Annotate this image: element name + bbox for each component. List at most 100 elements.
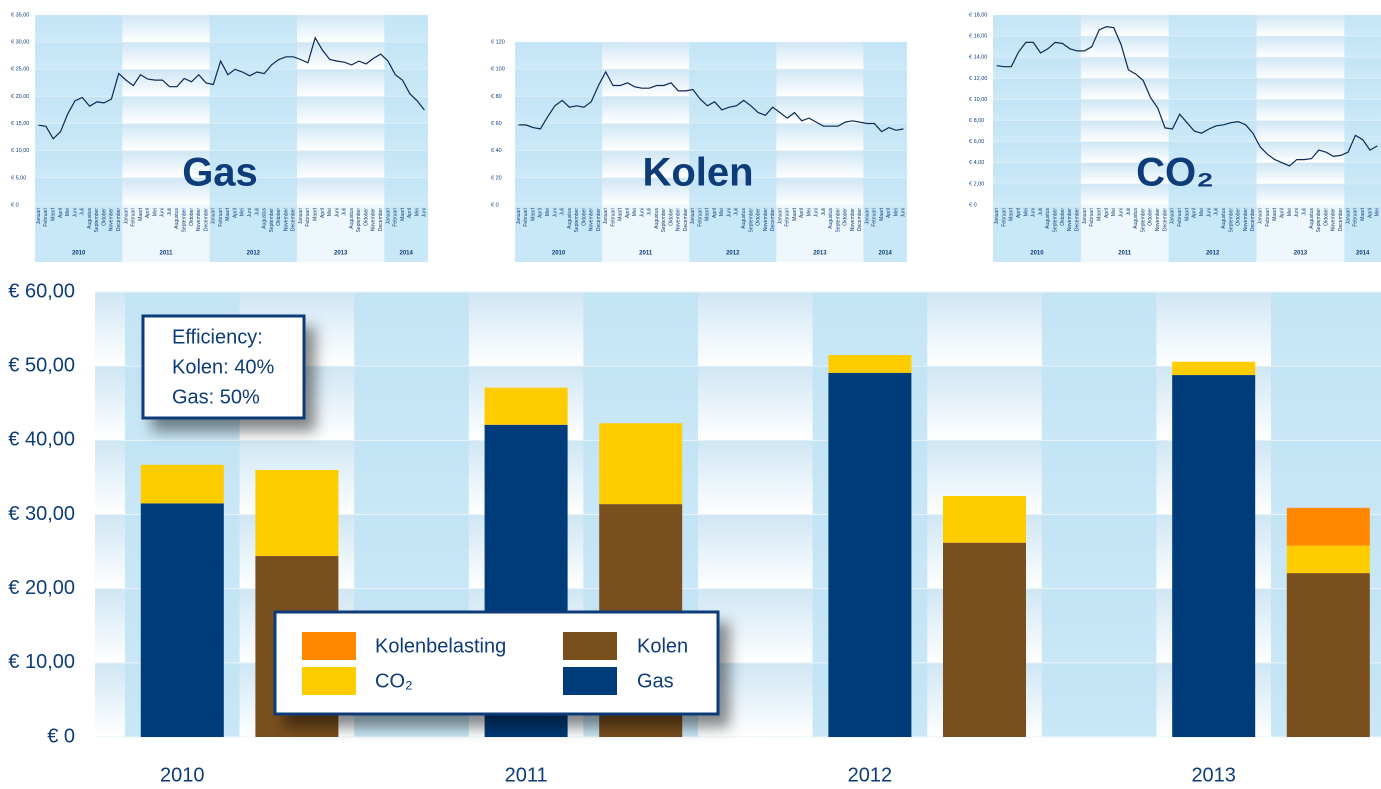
chart-title: CO₂: [1136, 151, 1214, 195]
x-tick-label: Mei: [1023, 208, 1029, 216]
x-tick-label: April: [58, 208, 64, 218]
x-tick-label: December: [291, 208, 297, 231]
legend-label: Kolen: [637, 635, 688, 657]
y-tick-label: € 60: [491, 121, 502, 127]
x-tick-label: Mei: [327, 208, 333, 216]
x-tick-label: November: [371, 208, 377, 231]
year-label: 2013: [1294, 251, 1308, 257]
year-band: [35, 15, 123, 262]
bar-segment: [1286, 507, 1370, 546]
y-tick-label: € 0: [969, 202, 977, 208]
stripe: [95, 366, 1381, 441]
x-tick-label: Augustus: [1309, 208, 1315, 229]
y-tick-label: € 12,00: [969, 76, 987, 82]
y-tick-label: € 14,00: [969, 55, 987, 61]
x-tick-label: September: [574, 208, 580, 233]
x-tick-label: November: [196, 208, 202, 231]
x-tick-label: Oktober: [581, 208, 587, 226]
x-tick-label: Februari: [393, 208, 399, 227]
x-tick-label: Augustus: [654, 208, 660, 229]
x-tick-label: Mei: [545, 208, 551, 216]
x-tick-label: Juli: [342, 208, 348, 216]
y-tick-label: € 10,00: [969, 97, 987, 103]
y-tick-label: € 5,00: [11, 175, 26, 181]
y-tick-label: € 20: [491, 175, 502, 181]
x-tick-label: Februari: [1353, 208, 1359, 227]
y-tick-label: € 4,00: [969, 160, 984, 166]
x-tick-label: Juli: [1038, 208, 1044, 216]
legend-swatch: [302, 632, 356, 660]
y-tick-label: € 25,00: [11, 67, 29, 73]
x-tick-label: Februari: [131, 208, 137, 227]
y-tick-label: € 20,00: [8, 577, 75, 599]
x-tick-label: Januari: [864, 208, 870, 224]
x-tick-label: Juni: [422, 208, 428, 217]
x-tick-label: Augustus: [567, 208, 573, 229]
x-tick-label: September: [748, 208, 754, 233]
x-tick-label: Maart: [618, 207, 624, 220]
x-tick-label: Februari: [610, 208, 616, 227]
x-tick-label: November: [283, 208, 289, 231]
x-tick-label: Februari: [1177, 208, 1183, 227]
x-tick-label: Juli: [167, 208, 173, 216]
chart-title: Kolen: [642, 151, 753, 195]
x-tick-label: Maart: [530, 207, 536, 220]
legend-label: Kolenbelasting: [375, 635, 506, 657]
x-tick-label: Januari: [777, 208, 783, 224]
x-tick-label: Februari: [1089, 208, 1095, 227]
y-tick-label: € 10,00: [8, 651, 75, 673]
bar-segment: [484, 387, 568, 425]
x-tick-label: Juli: [647, 208, 653, 216]
x-tick-label: 2013: [1191, 764, 1236, 786]
year-label: 2011: [1118, 251, 1132, 257]
annotation-line: Kolen: 40%: [172, 356, 275, 378]
year-label: 2011: [639, 251, 653, 257]
x-tick-label: September: [269, 208, 275, 233]
x-tick-label: December: [203, 208, 209, 231]
x-tick-label: September: [1228, 208, 1234, 233]
x-tick-label: Oktober: [668, 208, 674, 226]
x-tick-label: Januari: [36, 208, 42, 224]
year-label: 2012: [1206, 251, 1220, 257]
year-band: [1344, 15, 1381, 262]
x-tick-label: September: [1140, 208, 1146, 233]
year-band: [515, 42, 603, 262]
x-tick-label: Mei: [1287, 208, 1293, 216]
x-tick-label: Oktober: [1236, 208, 1242, 226]
year-band: [863, 42, 907, 262]
x-tick-label: April: [799, 208, 805, 218]
annotation-line: Efficiency:: [172, 326, 263, 348]
bar-segment: [255, 470, 339, 557]
x-tick-label: Juli: [560, 208, 566, 216]
x-tick-label: April: [625, 208, 631, 218]
x-tick-label: Augustus: [174, 208, 180, 229]
x-tick-label: Mei: [152, 208, 158, 216]
y-tick-label: € 80: [491, 94, 502, 100]
x-tick-label: Juni: [552, 208, 558, 217]
x-tick-label: Februari: [697, 208, 703, 227]
y-tick-label: € 16,00: [969, 34, 987, 40]
x-tick-label: 2011: [505, 764, 548, 786]
x-tick-label: Juni: [1031, 208, 1037, 217]
x-tick-label: Januari: [1082, 208, 1088, 224]
x-tick-label: Augustus: [262, 208, 268, 229]
x-tick-label: Februari: [1265, 208, 1271, 227]
x-tick-label: April: [320, 208, 326, 218]
x-tick-label: Februari: [218, 208, 224, 227]
x-tick-label: September: [661, 208, 667, 233]
x-tick-label: Januari: [1345, 208, 1351, 224]
x-tick-label: Oktober: [276, 208, 282, 226]
x-tick-label: Mei: [632, 208, 638, 216]
year-label: 2010: [72, 251, 86, 257]
x-tick-label: Mei: [414, 208, 420, 216]
year-label: 2014: [879, 251, 893, 257]
x-tick-label: Januari: [211, 208, 217, 224]
bar-segment: [1286, 545, 1370, 574]
x-tick-label: Maart: [313, 207, 319, 220]
x-tick-label: December: [1338, 208, 1344, 231]
year-band: [209, 15, 297, 262]
x-tick-label: Juli: [254, 208, 260, 216]
x-tick-label: Juni: [639, 208, 645, 217]
